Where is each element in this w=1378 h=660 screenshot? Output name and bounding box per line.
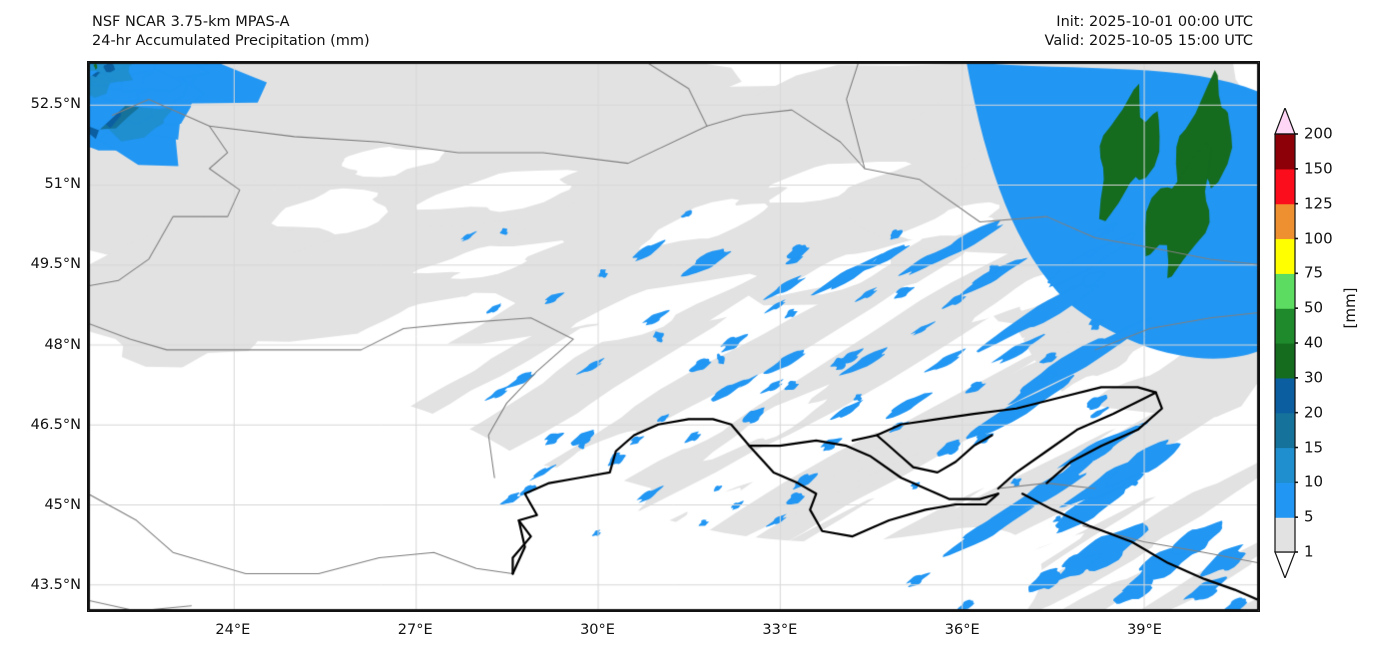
init-time: Init: 2025-10-01 00:00 UTC (1056, 14, 1253, 30)
colorbar-unit-label: [mm] (1341, 287, 1359, 329)
precipitation-heatmap (88, 62, 1259, 611)
longitude-tick-label: 39°E (1127, 622, 1162, 638)
colorbar-tick-label: 200 (1304, 124, 1333, 143)
colorbar-tick-label: 15 (1304, 438, 1324, 456)
colorbar-tick-label: 10 (1304, 472, 1324, 491)
colorbar-tick-label: 75 (1304, 263, 1324, 282)
latitude-tick-label: 43.5°N (30, 577, 81, 594)
colorbar-tick-label: 1 (1304, 542, 1314, 561)
colorbar-tick-label: 40 (1304, 333, 1324, 352)
colorbar-gradient (1274, 108, 1298, 578)
longitude-tick-label: 33°E (762, 622, 798, 638)
longitude-tick-label: 24°E (215, 622, 251, 638)
model-title-line2: 24-hr Accumulated Precipitation (mm) (92, 33, 370, 49)
colorbar-tick-label: 50 (1304, 298, 1324, 317)
latitude-tick-label: 45°N (44, 497, 81, 513)
colorbar-tick-label: 100 (1304, 229, 1333, 247)
valid-time: Valid: 2025-10-05 15:00 UTC (1044, 33, 1253, 49)
latitude-tick-label: 49.5°N (30, 256, 81, 273)
colorbar-tick-label: 150 (1304, 159, 1333, 178)
map-plot-area[interactable] (87, 61, 1260, 612)
longitude-tick-label: 27°E (397, 622, 433, 638)
latitude-tick-label: 46.5°N (30, 416, 81, 433)
colorbar-tick-label: 5 (1304, 507, 1314, 526)
colorbar[interactable] (1272, 108, 1298, 578)
colorbar-tick-label: 20 (1304, 403, 1324, 422)
longitude-tick-label: 30°E (580, 622, 615, 638)
longitude-tick-label: 36°E (944, 622, 980, 638)
model-title-line1: NSF NCAR 3.75-km MPAS-A (92, 14, 290, 30)
latitude-tick-label: 51°N (44, 176, 81, 193)
model-title: NSF NCAR 3.75-km MPAS-A 24-hr Accumulate… (92, 13, 370, 51)
latitude-tick-label: 52.5°N (30, 95, 81, 112)
colorbar-tick-label: 125 (1304, 194, 1333, 213)
colorbar-tick-label: 30 (1304, 368, 1324, 387)
run-times: Init: 2025-10-01 00:00 UTC Valid: 2025-1… (1045, 13, 1253, 51)
latitude-tick-label: 48°N (44, 336, 81, 353)
